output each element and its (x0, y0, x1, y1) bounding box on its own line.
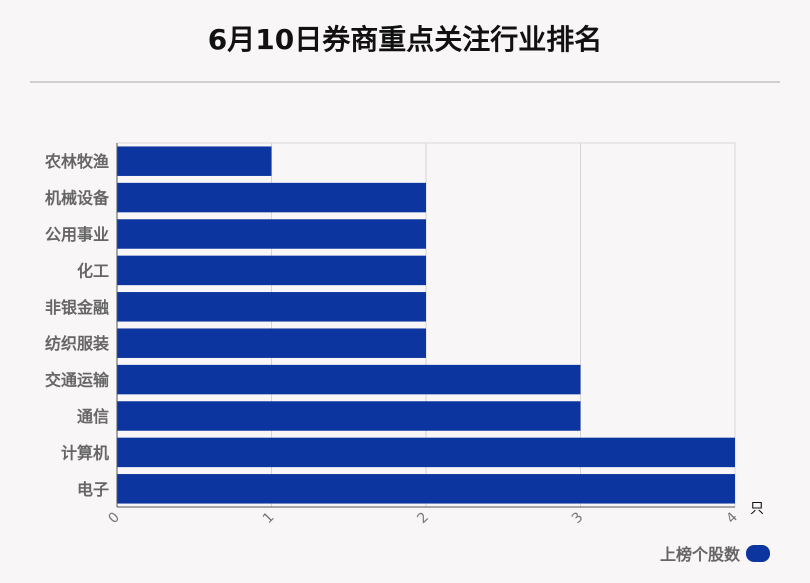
y-category-label: 机械设备 (45, 189, 110, 208)
bar[interactable] (117, 292, 426, 322)
bar[interactable] (117, 328, 426, 358)
y-category-label: 化工 (77, 261, 109, 280)
y-category-label: 农林牧渔 (44, 152, 109, 171)
bar[interactable] (117, 401, 581, 431)
chart-title: 6月10日券商重点关注行业排名 (207, 23, 603, 56)
y-category-label: 公用事业 (45, 225, 109, 244)
bar[interactable] (117, 474, 735, 504)
y-category-label: 计算机 (61, 443, 109, 462)
y-category-label: 纺织服装 (45, 334, 109, 353)
legend-series-label: 上榜个股数 (659, 545, 740, 564)
x-tick-label: 4 (723, 509, 741, 527)
x-tick-label: 0 (105, 509, 123, 527)
bar[interactable] (117, 437, 735, 468)
x-tick-label: 3 (569, 509, 587, 527)
title-divider (30, 81, 780, 83)
legend[interactable]: 上榜个股数 (660, 541, 770, 565)
x-axis-unit-label: 只 (750, 501, 764, 517)
legend-swatch[interactable] (746, 544, 770, 562)
bar[interactable] (117, 219, 426, 249)
y-category-label: 电子 (77, 480, 109, 499)
x-tick-label: 2 (414, 509, 432, 527)
bar[interactable] (117, 182, 426, 213)
y-category-label: 非银金融 (45, 298, 109, 317)
bar[interactable] (117, 255, 426, 286)
x-tick-label: 1 (260, 509, 278, 527)
y-category-label: 交通运输 (45, 371, 110, 390)
y-category-label: 通信 (77, 407, 109, 426)
bar[interactable] (117, 364, 581, 395)
bar[interactable] (117, 146, 272, 176)
